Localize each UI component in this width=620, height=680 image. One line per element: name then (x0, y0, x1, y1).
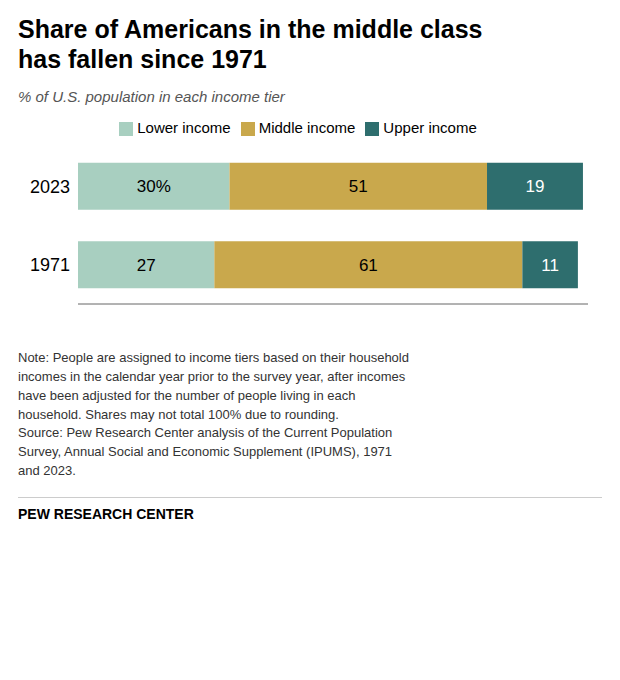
svg-text:27: 27 (137, 256, 156, 275)
svg-text:1971: 1971 (30, 255, 70, 275)
svg-text:30%: 30% (137, 177, 171, 196)
svg-text:11: 11 (541, 256, 559, 275)
html-text:Upper income: Upper income (383, 119, 477, 136)
html-text:PEW RESEARCH CENTER: PEW RESEARCH CENTER (18, 505, 194, 522)
html-text:Middle income: Middle income (258, 119, 356, 136)
svg-text:51: 51 (349, 177, 368, 196)
html-text:% of U.S. population in each i: % of U.S. population in each income tier (18, 88, 285, 105)
svg-text:2023: 2023 (30, 177, 70, 197)
html-text:Note: People are assigned to i: Note: People are assigned to income tier… (18, 350, 409, 479)
html-text:Lower income: Lower income (137, 119, 231, 136)
svg-text:19: 19 (526, 177, 545, 196)
html-text:Share of Americans in the midd: Share of Americans in the middle class h… (18, 15, 483, 73)
svg-text:61: 61 (359, 256, 378, 275)
